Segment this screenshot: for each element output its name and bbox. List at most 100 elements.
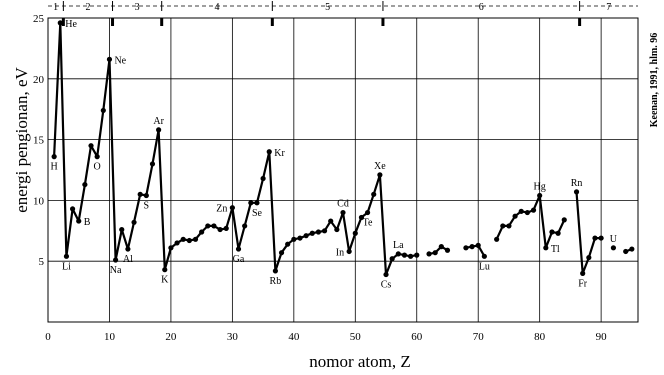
x-tick-label: 20 — [165, 331, 177, 343]
data-point — [389, 256, 395, 262]
data-point — [192, 236, 199, 242]
data-point — [469, 244, 475, 250]
data-point — [266, 149, 272, 155]
data-point — [586, 254, 592, 261]
element-label: Rn — [571, 178, 583, 189]
period-label: 4 — [215, 2, 220, 13]
element-label: H — [51, 162, 58, 173]
x-tick-label: 30 — [227, 331, 239, 343]
data-point — [82, 181, 88, 188]
period-bar: 1 2 3 4 5 6 7 — [48, 1, 638, 26]
x-tick-label: 80 — [534, 331, 546, 343]
data-point — [371, 191, 377, 197]
data-point — [506, 223, 512, 229]
data-point — [217, 226, 223, 233]
data-point — [254, 200, 260, 206]
data-point — [143, 192, 149, 199]
data-point — [260, 175, 266, 182]
data-point — [309, 230, 315, 236]
data-point — [328, 218, 334, 224]
data-point — [125, 246, 131, 252]
plot-frame — [47, 17, 639, 323]
element-label: Tl — [551, 244, 560, 255]
data-point — [242, 223, 248, 229]
data-point — [598, 235, 604, 241]
data-point — [297, 235, 303, 241]
data-point — [592, 235, 598, 241]
data-point — [340, 209, 346, 216]
element-label: B — [84, 217, 91, 228]
plot-border — [47, 17, 639, 323]
data-point — [481, 253, 487, 259]
element-label: Cs — [381, 280, 392, 291]
data-point — [63, 253, 70, 259]
element-label: Al — [123, 254, 133, 265]
data-point — [580, 270, 586, 276]
element-label: K — [161, 275, 169, 286]
element-label: Li — [62, 261, 71, 272]
x-tick-label: 50 — [350, 331, 362, 343]
data-point — [205, 223, 211, 229]
element-label: Hg — [534, 182, 546, 193]
x-axis-title: nomor atom, Z — [309, 352, 411, 371]
data-point — [272, 268, 278, 274]
data-point — [543, 245, 549, 251]
data-point — [444, 247, 451, 253]
period-label: 7 — [606, 2, 611, 13]
data-point — [383, 271, 389, 278]
data-point — [113, 257, 119, 263]
element-label: Xe — [374, 161, 386, 172]
element-label: In — [336, 247, 344, 258]
data-point — [211, 223, 217, 229]
y-axis-title: energi pengionan, eV — [12, 67, 31, 213]
data-point — [401, 252, 408, 258]
data-point — [162, 267, 168, 273]
y-tick-label: 25 — [33, 13, 45, 25]
element-label: S — [144, 201, 150, 212]
data-point — [285, 241, 291, 247]
element-label: Zn — [216, 204, 227, 215]
element-label: Kr — [274, 148, 285, 159]
data-point — [346, 248, 352, 255]
y-tick-label: 5 — [39, 256, 45, 268]
data-point — [76, 218, 82, 224]
data-point — [364, 209, 371, 216]
element-label: Ga — [233, 254, 245, 265]
period-label: 5 — [325, 2, 330, 13]
data-point — [291, 236, 297, 242]
element-label: Ar — [153, 116, 164, 127]
data-point — [168, 245, 174, 251]
data-point — [537, 192, 543, 199]
x-tick-label: 60 — [411, 331, 423, 343]
data-point — [555, 230, 561, 236]
data-points — [51, 20, 635, 278]
data-point — [408, 253, 414, 259]
period-label: 3 — [135, 2, 140, 13]
data-point — [432, 250, 438, 256]
data-point — [377, 172, 383, 178]
data-point — [235, 246, 242, 252]
data-point — [106, 56, 113, 62]
source-note: Keenan, 1991, hlm. 96 — [649, 33, 660, 127]
data-point — [57, 20, 63, 26]
element-label: La — [393, 240, 404, 251]
data-point — [352, 230, 358, 236]
data-point — [475, 242, 481, 248]
data-point — [278, 250, 285, 256]
element-label: Ne — [114, 55, 126, 66]
y-tick-label: 20 — [33, 74, 45, 86]
data-point — [94, 154, 100, 160]
grid-lines — [48, 18, 638, 322]
period-label: 6 — [479, 2, 484, 13]
y-axis-ticks: 5 10 15 20 25 — [33, 13, 45, 268]
data-point — [530, 207, 537, 213]
data-point — [512, 213, 518, 219]
data-point — [303, 233, 309, 239]
series-line — [53, 21, 418, 276]
period-label: 1 — [53, 2, 58, 13]
data-point — [315, 229, 322, 235]
data-point — [414, 252, 420, 258]
data-point — [629, 246, 635, 252]
data-point — [69, 206, 76, 212]
